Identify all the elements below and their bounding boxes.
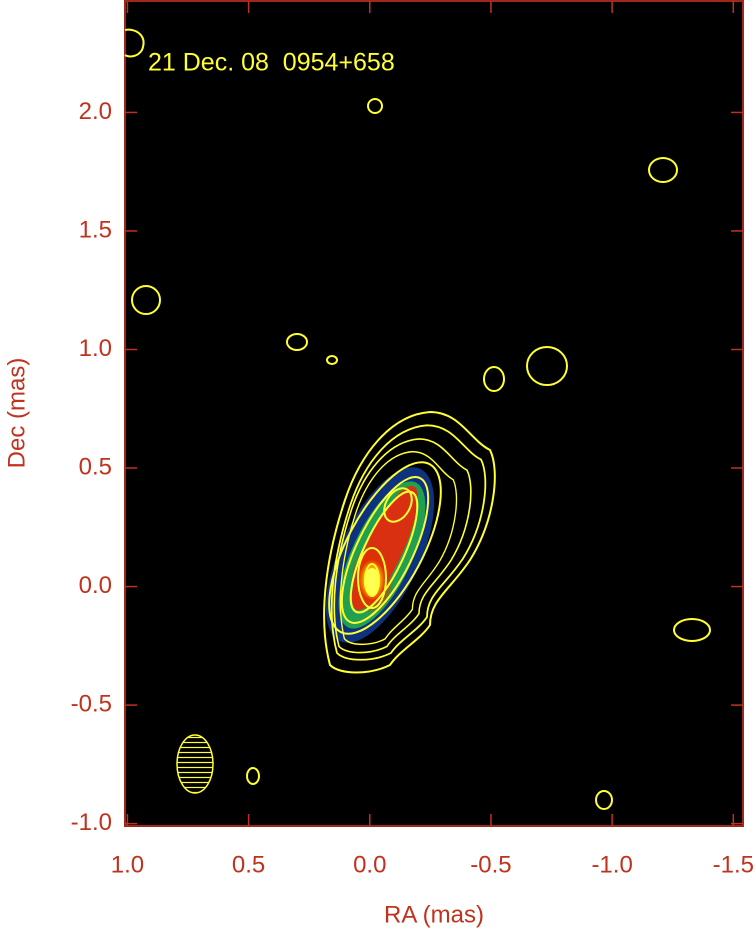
y-tick-label: -0.5	[71, 690, 112, 717]
y-tick-label: 0.0	[79, 572, 112, 599]
y-tick-label: 1.5	[79, 216, 112, 243]
y-axis-label: Dec (mas)	[3, 358, 30, 469]
y-tick-label: 0.5	[79, 453, 112, 480]
beam	[176, 734, 214, 794]
y-tick-label: 1.0	[79, 335, 112, 362]
x-tick-label: -0.5	[470, 851, 511, 878]
x-tick-label: -1.5	[713, 851, 754, 878]
chart-title: 21 Dec. 08 0954+658	[148, 49, 395, 77]
x-tick-label: -1.0	[591, 851, 632, 878]
y-tick-label: 2.0	[79, 98, 112, 125]
plot-area	[124, 0, 744, 827]
x-tick-label: 0.0	[353, 851, 386, 878]
x-axis-label: RA (mas)	[384, 901, 484, 928]
contours	[124, 28, 711, 810]
y-tick-label: -1.0	[71, 809, 112, 836]
x-tick-label: 1.0	[111, 851, 144, 878]
x-tick-label: 0.5	[232, 851, 265, 878]
